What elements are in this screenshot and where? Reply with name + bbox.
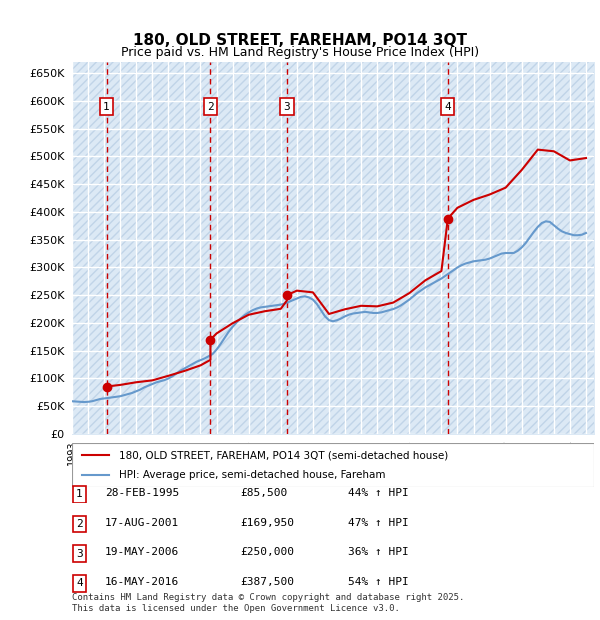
Text: 54% ↑ HPI: 54% ↑ HPI bbox=[348, 577, 409, 587]
Text: 4: 4 bbox=[444, 102, 451, 112]
Text: 1: 1 bbox=[103, 102, 110, 112]
Text: £250,000: £250,000 bbox=[240, 547, 294, 557]
Text: Contains HM Land Registry data © Crown copyright and database right 2025.
This d: Contains HM Land Registry data © Crown c… bbox=[72, 593, 464, 613]
Text: 3: 3 bbox=[284, 102, 290, 112]
Text: 19-MAY-2006: 19-MAY-2006 bbox=[105, 547, 179, 557]
Text: 44% ↑ HPI: 44% ↑ HPI bbox=[348, 488, 409, 498]
Text: Price paid vs. HM Land Registry's House Price Index (HPI): Price paid vs. HM Land Registry's House … bbox=[121, 46, 479, 59]
Text: 2: 2 bbox=[76, 519, 83, 529]
Text: £85,500: £85,500 bbox=[240, 488, 287, 498]
Text: 47% ↑ HPI: 47% ↑ HPI bbox=[348, 518, 409, 528]
Text: HPI: Average price, semi-detached house, Fareham: HPI: Average price, semi-detached house,… bbox=[119, 469, 385, 479]
Text: 4: 4 bbox=[76, 578, 83, 588]
Text: 1: 1 bbox=[76, 489, 83, 499]
Text: 180, OLD STREET, FAREHAM, PO14 3QT (semi-detached house): 180, OLD STREET, FAREHAM, PO14 3QT (semi… bbox=[119, 451, 448, 461]
Text: 36% ↑ HPI: 36% ↑ HPI bbox=[348, 547, 409, 557]
Text: 17-AUG-2001: 17-AUG-2001 bbox=[105, 518, 179, 528]
Text: 3: 3 bbox=[76, 549, 83, 559]
Text: 2: 2 bbox=[207, 102, 214, 112]
Text: 16-MAY-2016: 16-MAY-2016 bbox=[105, 577, 179, 587]
Text: 180, OLD STREET, FAREHAM, PO14 3QT: 180, OLD STREET, FAREHAM, PO14 3QT bbox=[133, 33, 467, 48]
Text: 28-FEB-1995: 28-FEB-1995 bbox=[105, 488, 179, 498]
Text: £387,500: £387,500 bbox=[240, 577, 294, 587]
Text: £169,950: £169,950 bbox=[240, 518, 294, 528]
